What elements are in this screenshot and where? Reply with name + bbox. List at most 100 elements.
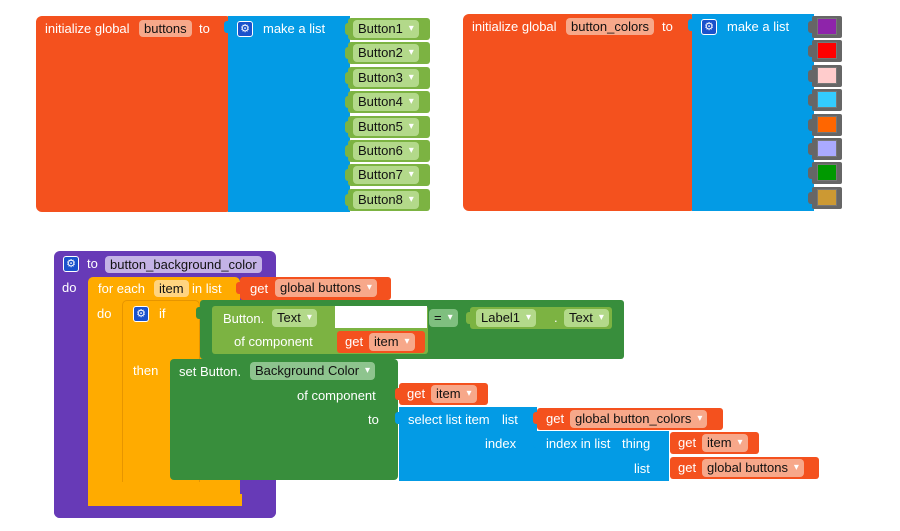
get-global-buttons-block[interactable]: get global buttons: [240, 277, 391, 300]
get-var-dropdown[interactable]: item: [369, 333, 415, 351]
make-a-list-block[interactable]: ⚙ make a list: [692, 14, 814, 211]
get-var-dropdown[interactable]: global button_colors: [570, 410, 708, 428]
puzzle-connector: [395, 388, 403, 400]
component-block[interactable]: Button3: [348, 66, 430, 89]
puzzle-connector: [395, 412, 403, 424]
color-swatch[interactable]: [817, 115, 837, 133]
get-var-dropdown[interactable]: global buttons: [702, 459, 804, 477]
component-type-label: Button.: [223, 311, 265, 326]
get-var-dropdown[interactable]: item: [702, 434, 748, 452]
component-dropdown[interactable]: Button3: [353, 68, 419, 87]
mutator-gear-icon[interactable]: ⚙: [701, 19, 717, 35]
puzzle-connector: [688, 19, 696, 31]
init-to-label: to: [662, 19, 673, 34]
color-swatch[interactable]: [817, 188, 837, 206]
component-dropdown[interactable]: Button1: [353, 20, 419, 38]
component-block[interactable]: Button5: [348, 115, 430, 138]
set-button-label: set Button.: [179, 364, 242, 379]
property-dropdown[interactable]: Text: [272, 309, 317, 327]
property-dropdown[interactable]: Text: [564, 309, 609, 327]
color-swatch[interactable]: [817, 18, 837, 35]
mutator-gear-icon[interactable]: ⚙: [133, 306, 149, 322]
thing-label: thing: [622, 436, 651, 451]
color-block[interactable]: [812, 113, 842, 136]
property-dropdown[interactable]: Background Color: [250, 362, 376, 380]
procedure-do-label: do: [62, 280, 77, 295]
list-label: list: [634, 461, 650, 476]
global-var-name-button-colors[interactable]: button_colors: [566, 18, 655, 35]
component-dropdown[interactable]: Button8: [353, 190, 419, 209]
puzzle-connector: [533, 412, 541, 424]
of-component-label: of component: [234, 334, 313, 349]
init-global-button-colors-block[interactable]: initialize global button_colors to: [463, 14, 696, 211]
get-var-dropdown[interactable]: global buttons: [275, 279, 377, 297]
get-label: get: [250, 281, 269, 296]
component-block[interactable]: Button2: [348, 42, 430, 65]
get-var-dropdown[interactable]: item: [431, 385, 477, 403]
component-block[interactable]: Button1: [348, 18, 430, 40]
select-list-item-block[interactable]: select list item list index: [399, 407, 537, 481]
get-global-button-colors-block[interactable]: get global button_colors: [537, 408, 723, 430]
color-swatch[interactable]: [817, 140, 837, 157]
component-dropdown[interactable]: Label1: [476, 309, 537, 327]
init-global-label: initialize global: [45, 21, 130, 36]
get-item-block[interactable]: get item: [670, 432, 759, 454]
make-a-list-label: make a list: [263, 21, 326, 36]
global-var-name-buttons[interactable]: buttons: [139, 20, 192, 37]
label1-text-getter-block[interactable]: Label1 . Text: [470, 307, 612, 329]
component-block[interactable]: Button6: [348, 140, 430, 162]
component-dropdown[interactable]: Button2: [353, 44, 419, 63]
component-dropdown[interactable]: Button5: [353, 117, 419, 136]
in-list-label: in list: [192, 281, 222, 296]
init-to-label: to: [199, 21, 210, 36]
component-block[interactable]: Button8: [348, 188, 430, 211]
dot-label: .: [554, 310, 558, 325]
set-background-color-block[interactable]: set Button. Background Color of componen…: [170, 359, 398, 480]
color-block[interactable]: [812, 186, 842, 209]
color-swatch[interactable]: [817, 164, 837, 182]
component-block[interactable]: Button7: [348, 164, 430, 187]
for-each-item-var[interactable]: item: [154, 280, 189, 297]
init-global-label: initialize global: [472, 19, 557, 34]
puzzle-connector: [196, 307, 204, 319]
init-global-buttons-block[interactable]: initialize global buttons to: [36, 16, 232, 212]
puzzle-connector: [224, 21, 232, 33]
index-in-list-label: index in list: [546, 436, 611, 451]
component-dropdown[interactable]: Button6: [353, 142, 419, 160]
color-swatch[interactable]: [817, 91, 837, 109]
to-label: to: [368, 412, 379, 427]
get-label: get: [546, 411, 565, 426]
color-swatch[interactable]: [817, 42, 837, 60]
of-component-label: of component: [297, 388, 376, 403]
color-block[interactable]: [812, 40, 842, 63]
procedure-block-bottom: [54, 506, 276, 518]
component-dropdown[interactable]: Button4: [353, 93, 419, 112]
make-a-list-label: make a list: [727, 19, 790, 34]
mutator-gear-icon[interactable]: ⚙: [237, 21, 253, 37]
color-swatch[interactable]: [817, 66, 837, 84]
color-block[interactable]: [812, 16, 842, 38]
get-item-block[interactable]: get item: [337, 331, 425, 353]
component-block[interactable]: Button4: [348, 91, 430, 114]
index-in-list-block[interactable]: index in list thing list: [537, 431, 669, 481]
mutator-gear-icon[interactable]: ⚙: [63, 256, 79, 272]
select-list-item-label: select list item: [408, 412, 490, 427]
procedure-name[interactable]: button_background_color: [105, 256, 262, 273]
get-label: get: [678, 435, 697, 450]
for-each-do-label: do: [97, 306, 112, 321]
get-item-block[interactable]: get item: [399, 383, 488, 405]
color-block[interactable]: [812, 162, 842, 185]
index-label: index: [485, 436, 517, 451]
empty-socket: [335, 306, 427, 328]
get-global-buttons-block[interactable]: get global buttons: [670, 457, 819, 479]
compare-operator-dropdown[interactable]: =: [429, 309, 458, 327]
make-a-list-block[interactable]: ⚙ make a list: [228, 16, 350, 212]
color-block[interactable]: [812, 138, 842, 160]
if-block-bottom: [122, 482, 200, 494]
for-each-label: for each: [98, 281, 145, 296]
puzzle-connector: [533, 436, 541, 448]
color-block[interactable]: [812, 64, 842, 87]
component-dropdown[interactable]: Button7: [353, 166, 419, 185]
get-label: get: [407, 386, 426, 401]
color-block[interactable]: [812, 89, 842, 112]
